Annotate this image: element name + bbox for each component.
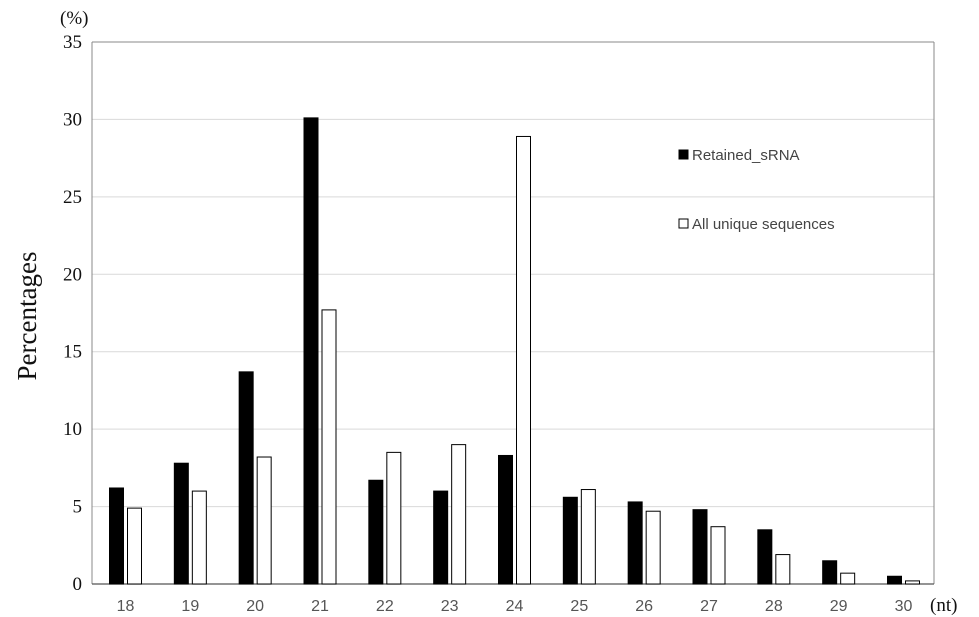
x-tick-label: 25	[570, 598, 588, 615]
tick-labels: 0 5 10 15 20 25 30 35 18 19 20 21 22 23 24 25 26 27 28 29 30	[63, 32, 913, 615]
legend: Retained_sRNA All unique sequences	[678, 147, 835, 233]
bar-all-unique-sequences-28	[775, 554, 791, 585]
bar-retained-srna-20	[238, 371, 254, 585]
bar-all-unique-sequences-23	[451, 444, 467, 585]
y-unit-label: (%)	[60, 8, 88, 29]
bar-all-unique-sequences-24	[516, 135, 531, 585]
x-tick-label: 27	[700, 598, 718, 615]
bar-retained-srna-27	[692, 509, 708, 585]
gridlines	[92, 41, 934, 508]
bar-retained-srna-19	[173, 462, 189, 585]
x-tick-label: 22	[376, 598, 394, 615]
bar-all-unique-sequences-25	[580, 489, 596, 585]
y-tick-label: 30	[63, 109, 82, 130]
bar-retained-srna-22	[368, 479, 384, 585]
legend-label-retained-srna: Retained_sRNA	[692, 147, 800, 164]
bar-retained-srna-24	[498, 454, 513, 585]
legend-label-all-unique-sequences: All unique sequences	[692, 216, 835, 233]
x-tick-label: 19	[181, 598, 199, 615]
bar-all-unique-sequences-22	[386, 451, 402, 585]
x-tick-label: 29	[830, 598, 848, 615]
y-tick-label: 5	[73, 497, 83, 518]
bar-retained-srna-23	[433, 490, 449, 585]
bar-retained-srna-18	[109, 487, 124, 585]
bar-all-unique-sequences-18	[127, 507, 142, 585]
bar-all-unique-sequences-29	[840, 572, 856, 585]
y-tick-label: 25	[63, 187, 82, 208]
x-tick-label: 20	[246, 598, 264, 615]
bar-all-unique-sequences-19	[191, 490, 207, 585]
y-tick-label: 20	[63, 264, 82, 285]
bars	[109, 117, 920, 585]
bar-retained-srna-26	[627, 501, 643, 585]
bar-all-unique-sequences-30	[905, 580, 920, 585]
x-tick-label: 30	[895, 598, 913, 615]
y-tick-label: 35	[63, 32, 82, 53]
y-tick-label: 15	[63, 342, 82, 363]
x-tick-label: 23	[441, 598, 459, 615]
y-axis-label: Percentages	[12, 252, 42, 381]
bar-retained-srna-25	[562, 496, 578, 585]
legend-swatch-retained-srna	[678, 149, 689, 160]
x-tick-label: 24	[506, 598, 524, 615]
bar-retained-srna-29	[822, 560, 838, 585]
x-tick-label: 26	[635, 598, 653, 615]
x-tick-label: 28	[765, 598, 783, 615]
legend-swatch-all-unique-sequences	[678, 218, 689, 229]
bar-retained-srna-28	[757, 529, 773, 585]
x-unit-label: (nt)	[930, 595, 957, 616]
bar-all-unique-sequences-27	[710, 526, 726, 585]
bar-all-unique-sequences-21	[321, 309, 337, 585]
x-tick-label: 21	[311, 598, 329, 615]
y-tick-label: 0	[73, 574, 83, 595]
bar-retained-srna-30	[887, 575, 902, 585]
y-tick-label: 10	[63, 419, 82, 440]
bar-all-unique-sequences-20	[256, 456, 272, 585]
x-tick-label: 18	[117, 598, 135, 615]
bar-all-unique-sequences-26	[645, 510, 661, 585]
bar-retained-srna-21	[303, 117, 319, 585]
